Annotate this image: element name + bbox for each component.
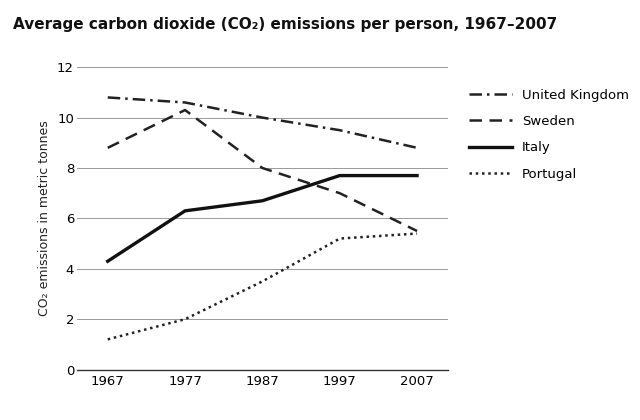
United Kingdom bbox=[104, 95, 111, 100]
Y-axis label: CO₂ emissions in metric tonnes: CO₂ emissions in metric tonnes bbox=[38, 121, 51, 316]
United Kingdom bbox=[336, 128, 344, 133]
Sweden bbox=[181, 108, 189, 113]
Italy bbox=[181, 208, 189, 213]
Italy bbox=[104, 259, 111, 264]
Portugal bbox=[336, 236, 344, 241]
Italy bbox=[336, 173, 344, 178]
United Kingdom bbox=[259, 115, 266, 120]
United Kingdom bbox=[413, 145, 421, 150]
Line: United Kingdom: United Kingdom bbox=[108, 97, 417, 148]
Sweden bbox=[336, 191, 344, 196]
Italy bbox=[259, 198, 266, 203]
Text: Average carbon dioxide (CO₂) emissions per person, 1967–2007: Average carbon dioxide (CO₂) emissions p… bbox=[13, 17, 557, 32]
Sweden bbox=[259, 165, 266, 171]
Portugal bbox=[181, 317, 189, 322]
Line: Italy: Italy bbox=[108, 176, 417, 261]
Sweden bbox=[104, 145, 111, 150]
Portugal bbox=[413, 231, 421, 236]
Sweden bbox=[413, 228, 421, 234]
Legend: United Kingdom, Sweden, Italy, Portugal: United Kingdom, Sweden, Italy, Portugal bbox=[470, 89, 629, 181]
United Kingdom bbox=[181, 100, 189, 105]
Line: Portugal: Portugal bbox=[108, 234, 417, 339]
Italy bbox=[413, 173, 421, 178]
Line: Sweden: Sweden bbox=[108, 110, 417, 231]
Portugal bbox=[104, 337, 111, 342]
Portugal bbox=[259, 279, 266, 284]
